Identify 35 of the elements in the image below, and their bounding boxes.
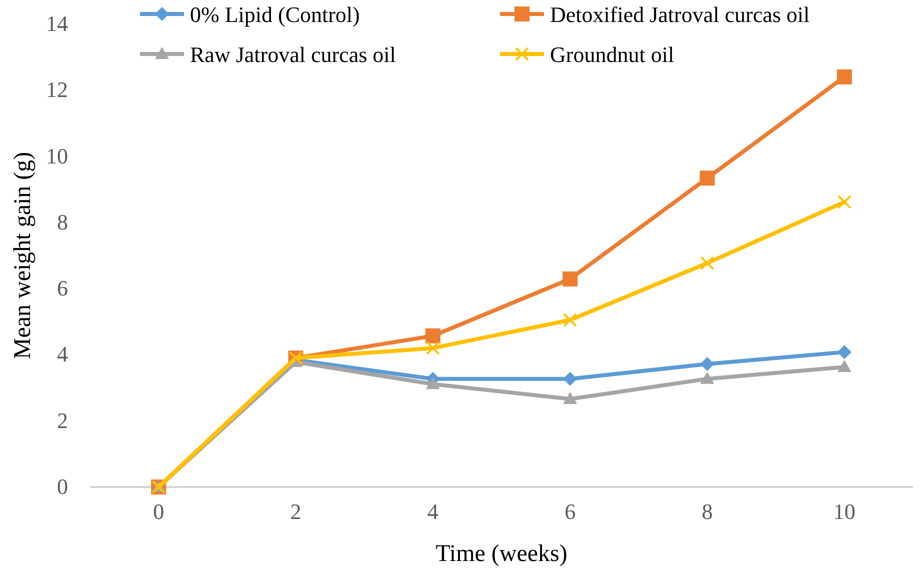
x-tick-label: 10: [833, 499, 856, 524]
point: [700, 356, 714, 371]
point: [563, 312, 578, 327]
x-tick-label: 0: [153, 499, 164, 524]
y-tick-label: 12: [46, 77, 68, 102]
x-axis-title: Time (weeks): [436, 541, 568, 567]
point: [837, 194, 852, 209]
point: [562, 271, 578, 286]
y-tick-label: 2: [57, 408, 68, 433]
y-tick-label: 10: [46, 143, 68, 168]
x-tick-label: 2: [290, 499, 302, 524]
point: [425, 328, 440, 344]
point: [426, 377, 440, 390]
y-tick-label: 14: [46, 11, 68, 36]
point: [836, 69, 852, 84]
point: [700, 256, 714, 270]
y-axis-title: Mean weight gain (g): [10, 152, 36, 360]
legend-label: Detoxified Jatroval curcas oil: [550, 2, 810, 27]
point: [837, 360, 852, 372]
y-tick-label: 0: [57, 474, 68, 499]
point: [700, 372, 714, 384]
legend-label: Groundnut oil: [550, 42, 674, 67]
x-tick-label: 6: [564, 499, 576, 524]
point: [700, 170, 715, 186]
point: [563, 392, 578, 404]
x-tick-label: 4: [427, 499, 438, 524]
y-tick-label: 4: [57, 342, 68, 367]
y-tick-label: 8: [57, 209, 68, 234]
point: [426, 341, 440, 356]
y-tick-label: 6: [57, 276, 68, 301]
point: [837, 345, 852, 360]
point: [563, 372, 578, 386]
x-tick-label: 8: [702, 499, 713, 524]
legend-label: 0% Lipid (Control): [190, 2, 360, 27]
legend-label: Raw Jatroval curcas oil: [190, 42, 396, 67]
